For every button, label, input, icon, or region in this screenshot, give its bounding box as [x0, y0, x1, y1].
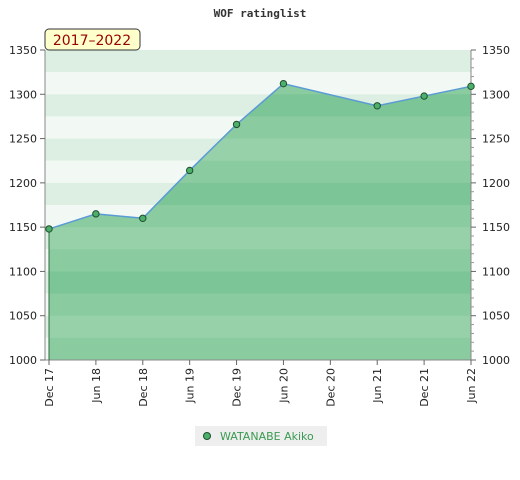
y-tick-label-right: 1100: [482, 265, 510, 278]
area-strip: [49, 337, 471, 361]
background-band: [45, 50, 471, 73]
period-badge-text: 2017–2022: [53, 33, 131, 49]
data-point: [420, 92, 428, 100]
y-tick-label-left: 1150: [9, 221, 37, 234]
data-point: [185, 166, 194, 175]
chart-title: WOF ratinglist: [214, 7, 307, 20]
data-point: [45, 225, 53, 233]
y-tick-label-right: 1150: [482, 221, 510, 234]
x-tick-label: Dec 20: [324, 368, 337, 407]
y-tick-label-right: 1200: [482, 177, 510, 190]
area-strip: [49, 249, 471, 272]
y-tick-label-left: 1300: [9, 88, 37, 101]
x-tick-label: Dec 21: [418, 368, 431, 407]
background-band: [45, 72, 471, 95]
y-tick-label-right: 1000: [482, 354, 510, 367]
x-tick-label: Dec 19: [231, 368, 244, 407]
x-tick-label: Jun 20: [277, 368, 290, 404]
data-point: [232, 120, 241, 129]
x-tick-label: Jun 19: [184, 368, 197, 404]
legend-label: WATANABE Akiko: [220, 430, 314, 443]
y-tick-label-left: 1000: [9, 354, 37, 367]
x-tick-label: Dec 18: [137, 368, 150, 407]
y-tick-label-left: 1200: [9, 177, 37, 190]
legend-marker: [203, 432, 211, 440]
y-tick-label-right: 1350: [482, 44, 510, 57]
y-tick-label-left: 1250: [9, 133, 37, 146]
x-tick-label: Dec 17: [43, 368, 56, 407]
y-tick-label-right: 1050: [482, 310, 510, 323]
area-strip: [49, 315, 471, 339]
axes: 1000 1000 1050 1050 1100 1100 1150 1150 1200 1200…: [9, 44, 510, 407]
area-strip: [49, 227, 471, 250]
y-tick-label-left: 1100: [9, 265, 37, 278]
data-point: [92, 210, 100, 218]
data-point: [467, 82, 475, 91]
y-tick-label-right: 1300: [482, 88, 510, 101]
legend[interactable]: WATANABE Akiko: [195, 426, 327, 446]
series-layer: [45, 79, 475, 360]
area-strip: [49, 293, 471, 317]
data-point: [279, 79, 288, 88]
period-badge: 2017–2022: [44, 28, 141, 51]
y-tick-label-right: 1250: [482, 133, 510, 146]
y-tick-label-left: 1350: [9, 44, 37, 57]
area-strip: [49, 205, 471, 228]
x-tick-label: Jun 18: [90, 368, 103, 404]
data-point: [139, 214, 147, 222]
y-tick-label-left: 1050: [9, 310, 37, 323]
x-tick-label: Jun 22: [465, 368, 478, 404]
data-point: [373, 102, 381, 110]
x-tick-label: Jun 21: [371, 368, 384, 404]
area-strip: [49, 271, 471, 295]
